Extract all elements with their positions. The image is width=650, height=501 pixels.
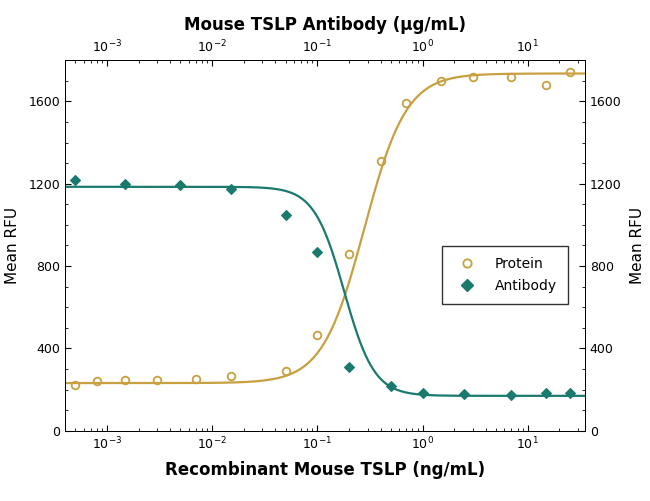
Legend: Protein, Antibody: Protein, Antibody [441, 246, 567, 305]
X-axis label: Mouse TSLP Antibody (μg/mL): Mouse TSLP Antibody (μg/mL) [184, 17, 466, 35]
Y-axis label: Mean RFU: Mean RFU [5, 207, 20, 284]
Y-axis label: Mean RFU: Mean RFU [630, 207, 645, 284]
X-axis label: Recombinant Mouse TSLP (ng/mL): Recombinant Mouse TSLP (ng/mL) [165, 460, 485, 478]
